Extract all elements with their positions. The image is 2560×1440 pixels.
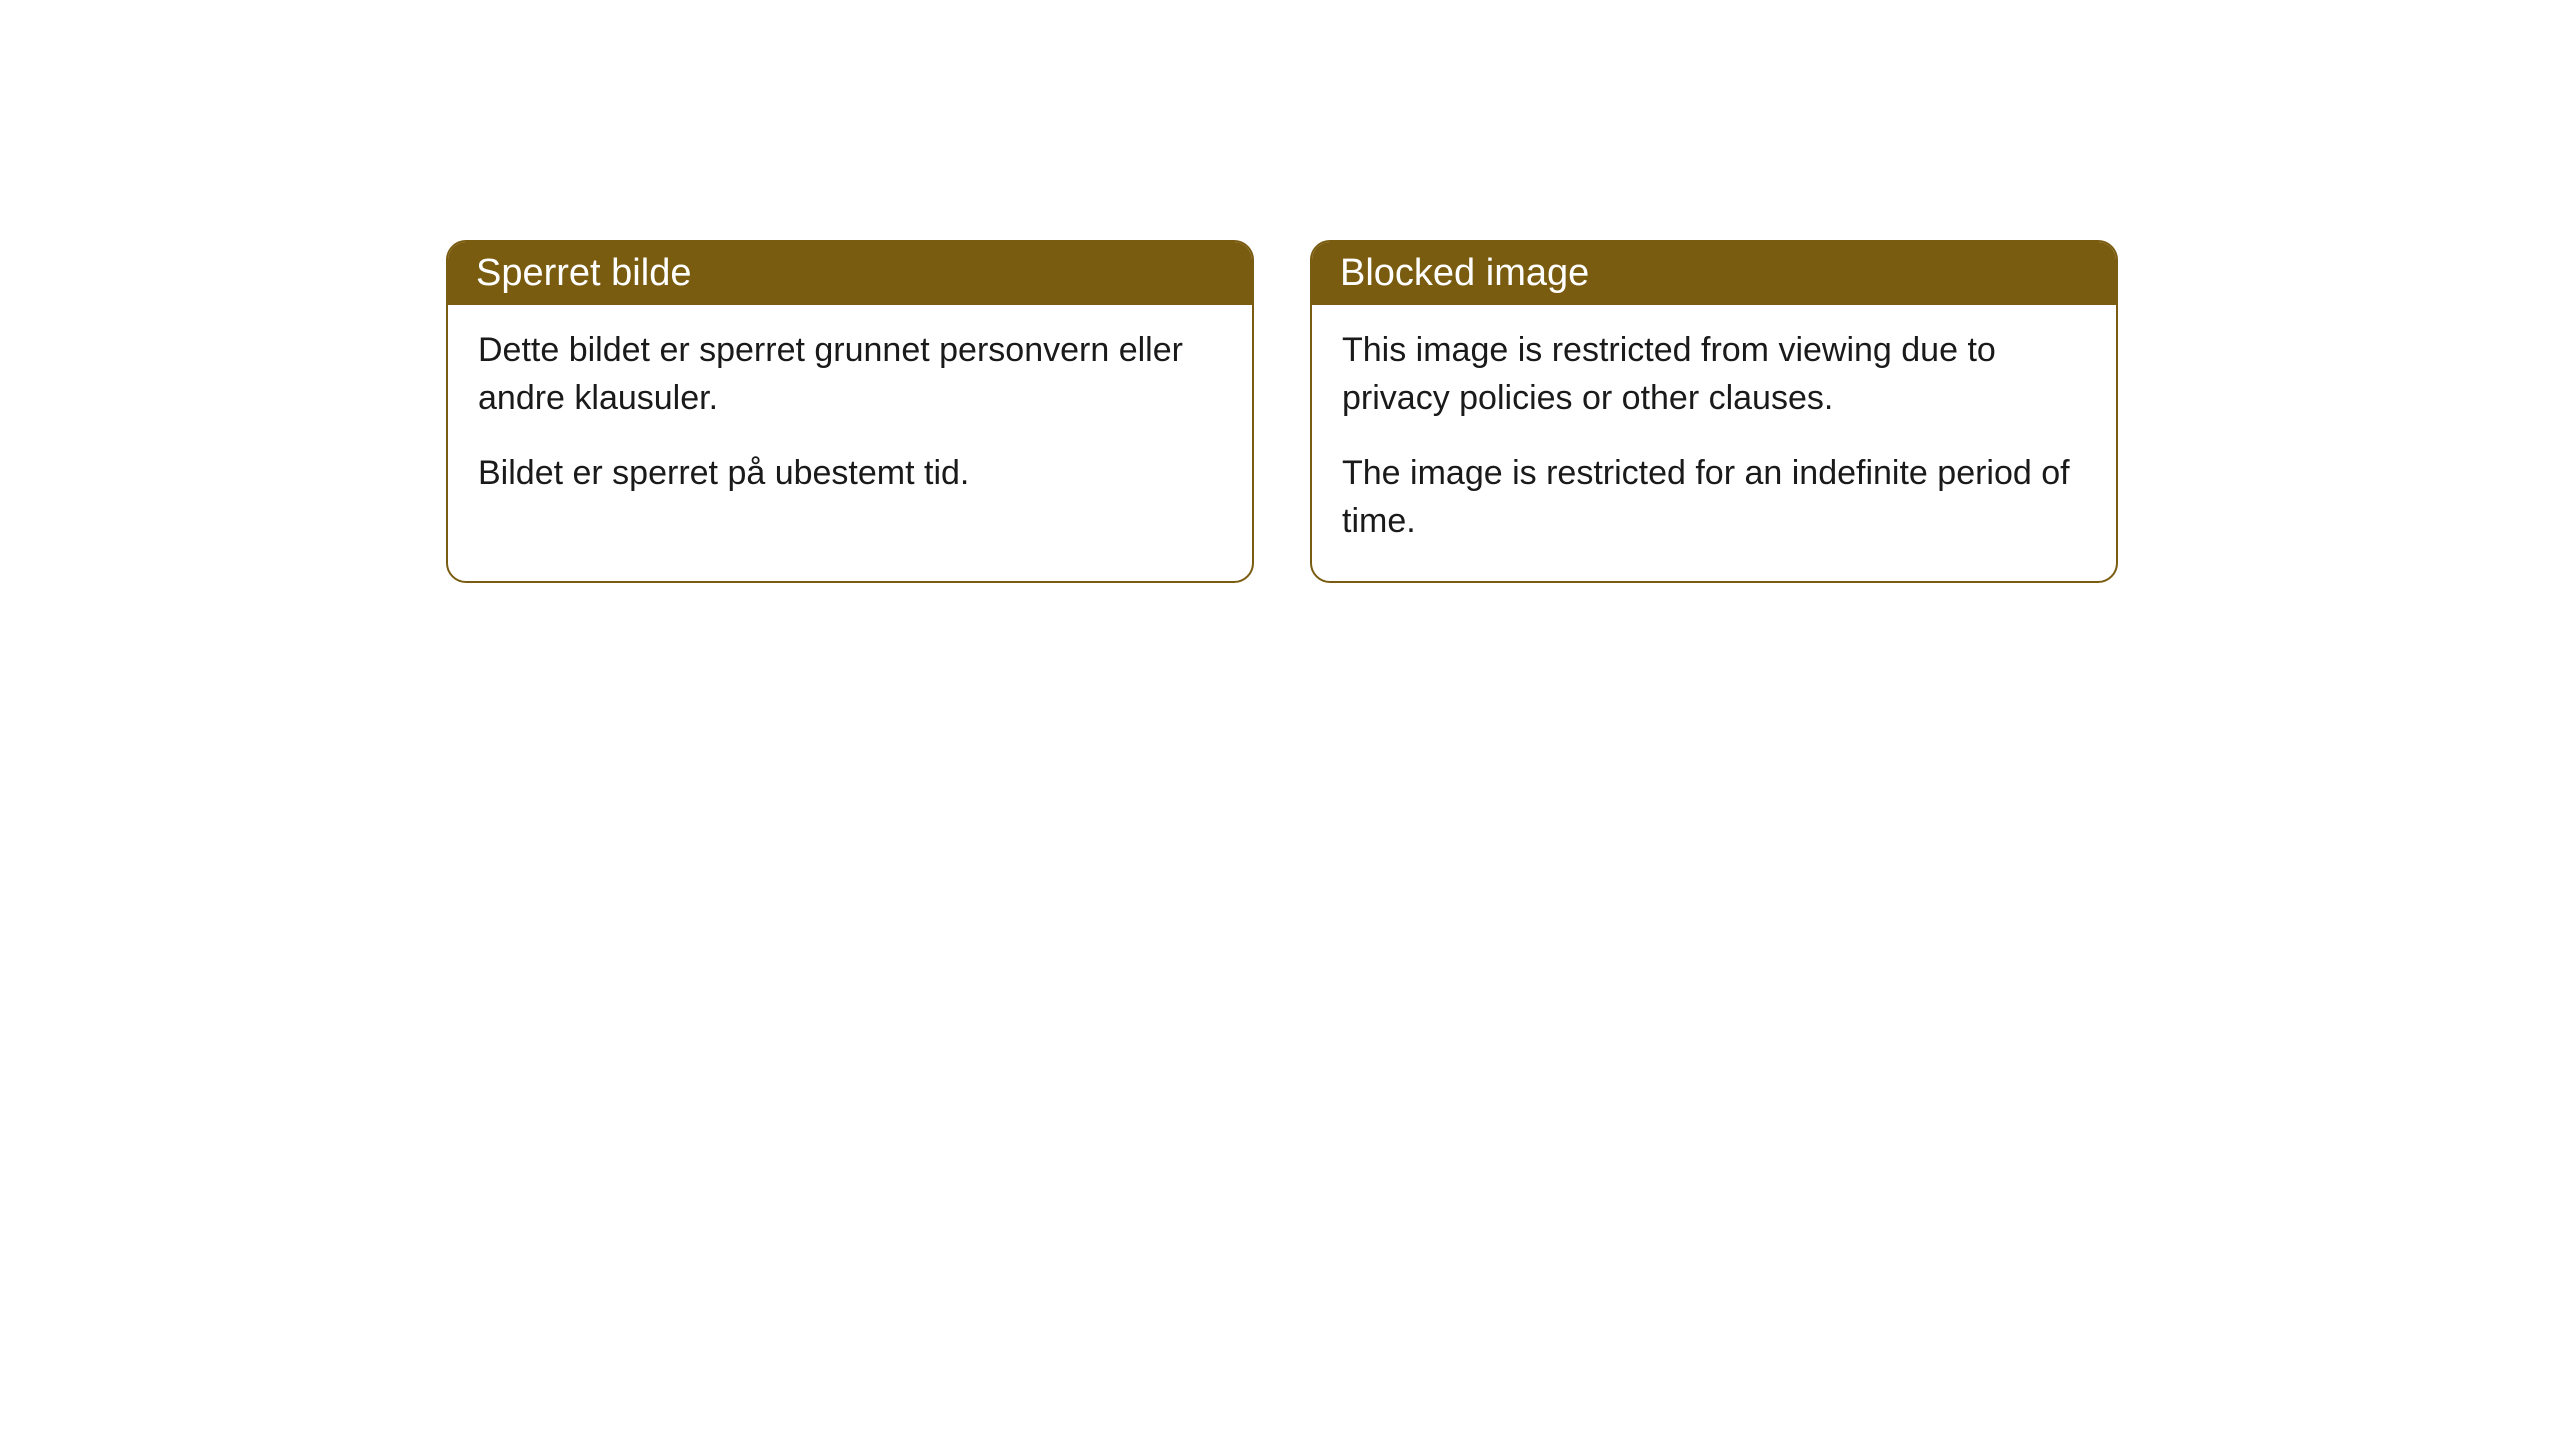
blocked-image-card-norwegian: Sperret bilde Dette bildet er sperret gr… — [446, 240, 1254, 583]
card-paragraph: This image is restricted from viewing du… — [1342, 327, 2086, 422]
card-title: Blocked image — [1340, 252, 1589, 294]
card-body: Dette bildet er sperret grunnet personve… — [448, 305, 1252, 534]
card-title: Sperret bilde — [476, 252, 691, 294]
card-paragraph: Bildet er sperret på ubestemt tid. — [478, 450, 1222, 498]
cards-container: Sperret bilde Dette bildet er sperret gr… — [0, 0, 2560, 583]
blocked-image-card-english: Blocked image This image is restricted f… — [1310, 240, 2118, 583]
card-body: This image is restricted from viewing du… — [1312, 305, 2116, 581]
card-header: Blocked image — [1312, 242, 2116, 305]
card-paragraph: The image is restricted for an indefinit… — [1342, 450, 2086, 545]
card-paragraph: Dette bildet er sperret grunnet personve… — [478, 327, 1222, 422]
card-header: Sperret bilde — [448, 242, 1252, 305]
